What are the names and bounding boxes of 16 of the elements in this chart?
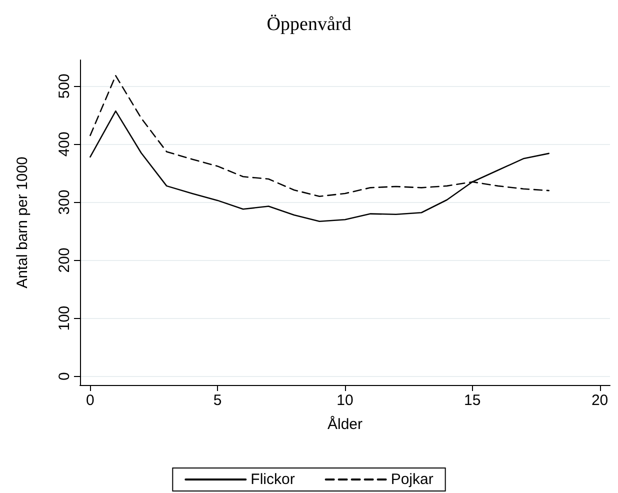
x-tick-label: 10	[336, 392, 354, 409]
legend-label: Flickor	[250, 471, 295, 488]
y-tick-label: 400	[56, 132, 73, 157]
x-tick-label: 0	[86, 392, 94, 409]
y-tick-label: 200	[56, 248, 73, 273]
legend-label: Pojkar	[390, 471, 434, 488]
y-tick-label: 0	[56, 372, 73, 380]
x-tick-label: 20	[591, 392, 608, 409]
x-axis-title: Ålder	[327, 415, 363, 433]
y-axis-title: Antal barn per 1000	[14, 156, 31, 288]
y-tick-label: 300	[56, 190, 73, 215]
x-tick-label: 15	[464, 392, 481, 409]
y-tick-label: 100	[56, 306, 73, 331]
y-tick-label: 500	[56, 74, 73, 99]
x-tick-label: 5	[213, 392, 222, 409]
chart-title: Öppenvård	[266, 14, 352, 35]
